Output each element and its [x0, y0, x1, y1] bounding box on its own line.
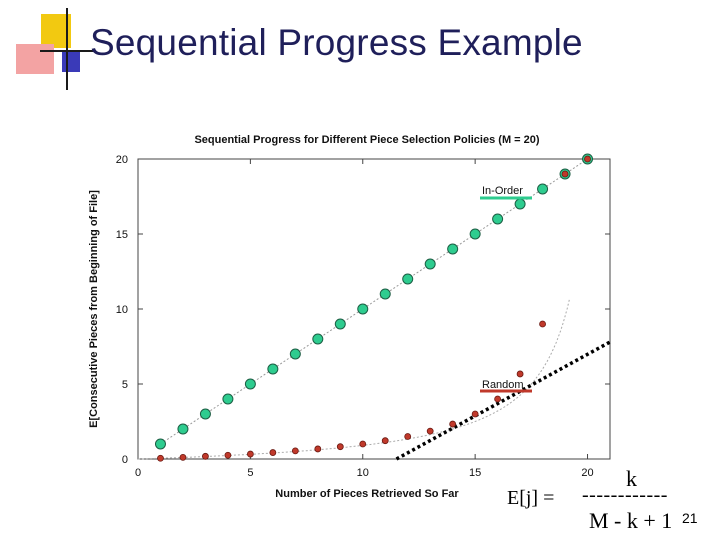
random-point	[314, 445, 322, 453]
deco-red-square	[16, 44, 54, 74]
deco-horizontal-line	[40, 50, 96, 52]
y-tick-label: 15	[116, 229, 128, 241]
deco-vertical-line	[66, 8, 68, 90]
formula-numerator: k	[626, 466, 637, 491]
in-order-point	[154, 438, 166, 450]
page-number: 21	[682, 510, 698, 526]
in-order-point	[469, 228, 481, 240]
y-tick-label: 0	[122, 454, 128, 466]
random-point	[336, 443, 344, 451]
legend-label-random: Random	[482, 379, 524, 391]
random-point	[584, 155, 591, 163]
in-order-point	[357, 303, 369, 315]
y-tick-label: 5	[122, 379, 128, 391]
in-order-point	[424, 258, 436, 270]
in-order-point	[334, 318, 346, 330]
x-tick-label: 15	[469, 467, 481, 479]
random-point	[291, 447, 299, 455]
random-point	[449, 420, 457, 428]
random-point	[539, 320, 546, 328]
formula-lhs: E[j] =	[507, 487, 555, 509]
in-order-point	[222, 393, 234, 405]
random-point	[157, 454, 164, 462]
x-tick-label: 5	[247, 467, 253, 479]
random-point	[494, 395, 502, 403]
x-axis-label: Number of Pieces Retrieved So Far	[275, 488, 459, 500]
x-tick-label: 0	[135, 467, 141, 479]
random-point	[561, 170, 569, 178]
y-tick-label: 20	[116, 154, 128, 166]
random-point	[179, 453, 187, 461]
in-order-point	[537, 183, 549, 195]
random-point	[426, 427, 434, 435]
in-order-point	[379, 288, 391, 300]
in-order-point	[289, 348, 301, 360]
x-tick-label: 10	[357, 467, 369, 479]
formula-fraction-bar: ------------	[582, 484, 668, 506]
in-order-point	[514, 198, 526, 210]
random-point	[404, 433, 412, 440]
y-tick-label: 10	[116, 304, 128, 316]
annotation-dotted-line	[395, 340, 611, 461]
formula-denominator: M - k + 1	[589, 508, 673, 533]
random-point	[359, 440, 367, 448]
in-order-point	[312, 333, 324, 345]
random-point	[224, 451, 232, 459]
random-point	[516, 370, 524, 378]
chart-title: Sequential Progress for Different Piece …	[194, 134, 539, 146]
random-point	[381, 437, 389, 445]
legend-label-in-order: In-Order	[482, 185, 523, 197]
random-point	[246, 450, 254, 458]
random-point	[269, 449, 277, 456]
y-axis-label: E[Consecutive Pieces from Beginning of F…	[88, 190, 100, 428]
random-point	[471, 410, 479, 418]
in-order-point	[199, 408, 211, 420]
in-order-point	[244, 378, 256, 390]
random-trend-curve	[137, 298, 570, 460]
in-order-point	[492, 213, 504, 225]
in-order-point	[267, 363, 279, 375]
random-point	[202, 452, 209, 460]
slide-title: Sequential Progress Example	[90, 22, 583, 63]
in-order-point	[447, 243, 459, 255]
in-order-point	[402, 273, 414, 285]
x-tick-label: 20	[581, 467, 593, 479]
in-order-point	[177, 423, 189, 435]
